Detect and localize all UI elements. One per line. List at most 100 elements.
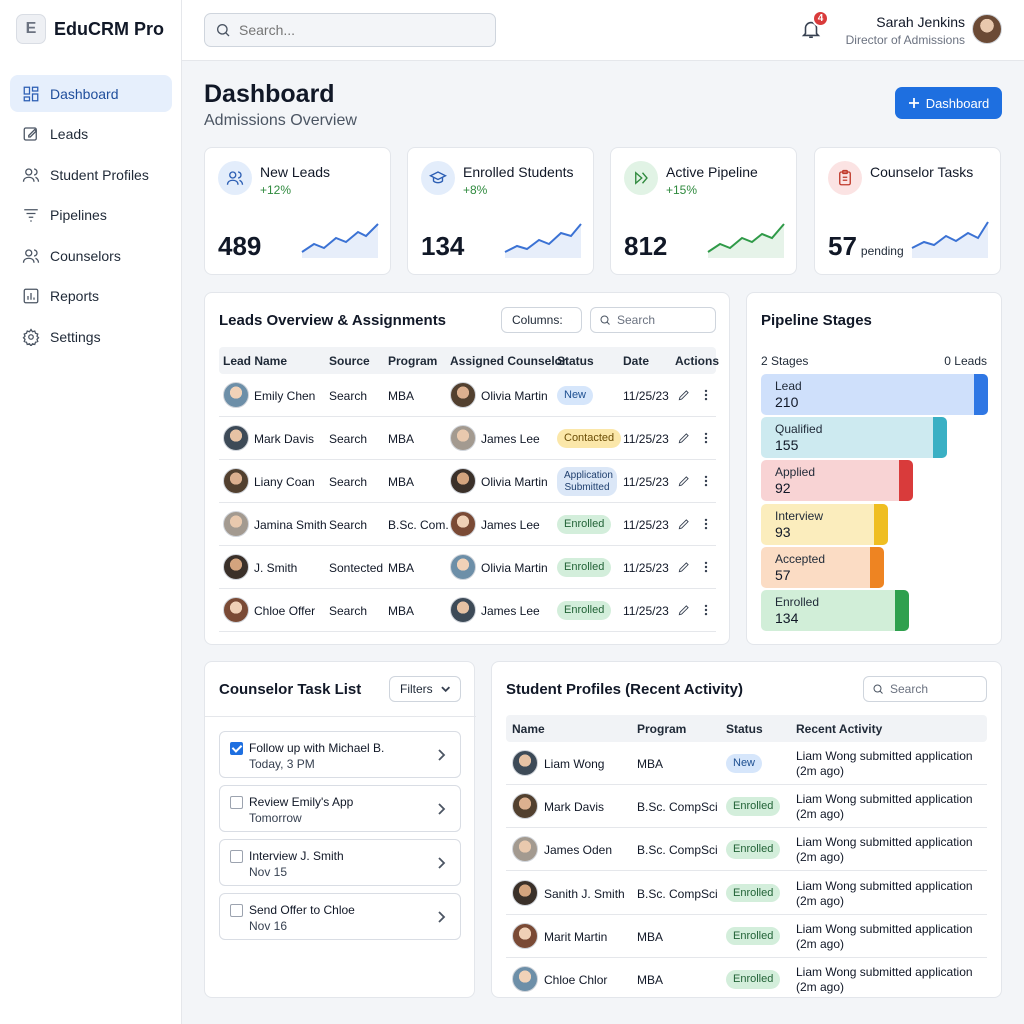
table-row[interactable]: Sanith J. Smith B.Sc. CompSci Enrolled L…	[506, 872, 987, 915]
edit-button[interactable]	[677, 474, 691, 488]
edit-button[interactable]	[677, 603, 691, 617]
task-item[interactable]: Review Emily's App Tomorrow	[219, 785, 461, 832]
column-header[interactable]: Program	[388, 354, 438, 368]
search-input[interactable]	[239, 22, 479, 38]
table-row[interactable]: Jamina Smith Search B.Sc. Com. James Lee…	[219, 503, 716, 546]
student-name[interactable]: Marit Martin	[544, 929, 608, 944]
table-row[interactable]: Liany Coan Search MBA Olivia Martin Appl…	[219, 460, 716, 503]
column-header[interactable]: Program	[637, 722, 687, 736]
table-row[interactable]: Marit Martin MBA Enrolled Liam Wong subm…	[506, 915, 987, 958]
task-item[interactable]: Follow up with Michael B. Today, 3 PM	[219, 731, 461, 778]
sidebar: E EduCRM Pro Dashboard Leads Student Pro…	[0, 0, 182, 1024]
more-button[interactable]	[699, 603, 713, 617]
lead-name[interactable]: J. Smith	[254, 561, 298, 575]
recent-activity: Liam Wong submitted application	[796, 965, 973, 979]
edit-button[interactable]	[677, 388, 691, 402]
sidebar-item-settings[interactable]: Settings	[10, 318, 172, 355]
task-item[interactable]: Send Offer to Chloe Nov 16	[219, 893, 461, 940]
edit-button[interactable]	[677, 517, 691, 531]
add-dashboard-button[interactable]: Dashboard	[895, 87, 1002, 119]
pipeline-stage[interactable]: Enrolled 134	[761, 590, 909, 631]
chevron-right-icon[interactable]	[436, 856, 446, 869]
stat-card-active-pipeline[interactable]: Active Pipeline +15% 812	[610, 147, 797, 275]
more-button[interactable]	[699, 431, 713, 445]
column-header[interactable]: Source	[329, 354, 370, 368]
stat-card-new-leads[interactable]: New Leads +12% 489	[204, 147, 391, 275]
graduation-cap-icon	[429, 171, 447, 184]
chevron-right-icon[interactable]	[436, 910, 446, 923]
notifications-button[interactable]: 4	[800, 10, 829, 42]
leads-search[interactable]: Search	[590, 307, 716, 333]
task-item[interactable]: Interview J. Smith Nov 15	[219, 839, 461, 886]
task-checkbox[interactable]	[230, 796, 243, 809]
lead-name[interactable]: Liany Coan	[254, 475, 315, 489]
column-header[interactable]: Recent Activity	[796, 722, 883, 736]
user-avatar[interactable]	[972, 14, 1002, 44]
student-name[interactable]: Chloe Chlor	[544, 973, 608, 987]
profiles-search[interactable]: Search	[863, 676, 987, 702]
chevron-right-icon[interactable]	[436, 802, 446, 815]
table-row[interactable]: Emily Chen Search MBA Olivia Martin New …	[219, 374, 716, 417]
pipeline-stage[interactable]: Applied 92	[761, 460, 913, 502]
more-button[interactable]	[699, 474, 713, 488]
more-button[interactable]	[699, 517, 713, 531]
table-row[interactable]: J. Smith Sontected MBA Olivia Martin Enr…	[219, 546, 716, 589]
sidebar-item-reports[interactable]: Reports	[10, 278, 172, 315]
sidebar-item-student-profiles[interactable]: Student Profiles	[10, 156, 172, 193]
sparkline	[911, 221, 989, 258]
pipeline-stage[interactable]: Accepted 57	[761, 546, 884, 588]
leads-overview-card: Leads Overview & Assignments Columns: Se…	[204, 292, 730, 645]
stat-number: 812	[624, 231, 668, 261]
pipeline-stage[interactable]: Lead 210	[761, 374, 988, 415]
lead-name[interactable]: Emily Chen	[254, 389, 316, 403]
table-row[interactable]: Chloe Chlor MBA Enrolled Liam Wong submi…	[506, 958, 987, 997]
lead-name[interactable]: Mark Davis	[254, 432, 315, 446]
task-checkbox[interactable]	[230, 742, 243, 755]
more-button[interactable]	[699, 388, 713, 402]
brand[interactable]: E EduCRM Pro	[16, 14, 164, 44]
table-row[interactable]: Chloe Offer Search MBA James Lee Enrolle…	[219, 589, 716, 632]
table-row[interactable]: Mark Davis Search MBA James Lee Contacte…	[219, 417, 716, 460]
column-header[interactable]: Lead Name	[223, 354, 288, 368]
sidebar-item-counselors[interactable]: Counselors	[10, 237, 172, 274]
filters-dropdown[interactable]: Filters	[389, 676, 461, 702]
column-header[interactable]: Assigned Counselor	[450, 354, 567, 368]
edit-icon	[23, 127, 38, 141]
student-name[interactable]: Liam Wong	[544, 757, 605, 771]
student-name[interactable]: Mark Davis	[544, 800, 605, 815]
stage-value: 92	[775, 480, 791, 497]
stat-value: 812	[624, 231, 667, 262]
more-button[interactable]	[699, 560, 713, 574]
column-header[interactable]: Status	[726, 722, 763, 736]
column-header[interactable]: Name	[512, 722, 545, 736]
stage-label: Qualified	[775, 422, 823, 437]
edit-button[interactable]	[677, 431, 691, 445]
pipeline-stage[interactable]: Interview 93	[761, 503, 888, 545]
student-name[interactable]: James Oden	[544, 843, 613, 858]
user-name[interactable]: Sarah Jenkins	[876, 14, 965, 30]
task-checkbox[interactable]	[230, 850, 243, 863]
lead-name[interactable]: Jamina Smith	[254, 518, 327, 532]
task-checkbox[interactable]	[230, 904, 243, 917]
table-row[interactable]: Mark Davis B.Sc. CompSci Enrolled Liam W…	[506, 785, 987, 829]
column-header[interactable]: Actions	[675, 354, 720, 368]
sidebar-item-dashboard[interactable]: Dashboard	[10, 75, 172, 112]
recent-activity: Liam Wong submitted application	[796, 835, 973, 850]
column-header[interactable]: Date	[623, 354, 650, 368]
sidebar-item-pipelines[interactable]: Pipelines	[10, 197, 172, 234]
table-row[interactable]: Liam Wong MBA New Liam Wong submitted ap…	[506, 742, 987, 785]
column-header[interactable]: Status	[557, 354, 594, 368]
sidebar-item-leads[interactable]: Leads	[10, 116, 172, 153]
search-icon	[600, 315, 610, 325]
columns-dropdown[interactable]: Columns:	[501, 307, 582, 333]
table-row[interactable]: James Oden B.Sc. CompSci Enrolled Liam W…	[506, 828, 987, 872]
edit-button[interactable]	[677, 560, 691, 574]
global-search[interactable]	[204, 13, 496, 47]
stat-card-enrolled-students[interactable]: Enrolled Students +8% 134	[407, 147, 594, 275]
lead-name[interactable]: Chloe Offer	[254, 604, 316, 618]
stat-card-counselor-tasks[interactable]: Counselor Tasks 57 pending	[814, 147, 1001, 275]
pipeline-stage[interactable]: Qualified 155	[761, 417, 947, 459]
chevron-right-icon[interactable]	[436, 748, 446, 761]
stat-number: 489	[218, 231, 262, 261]
student-name[interactable]: Sanith J. Smith	[544, 886, 625, 901]
